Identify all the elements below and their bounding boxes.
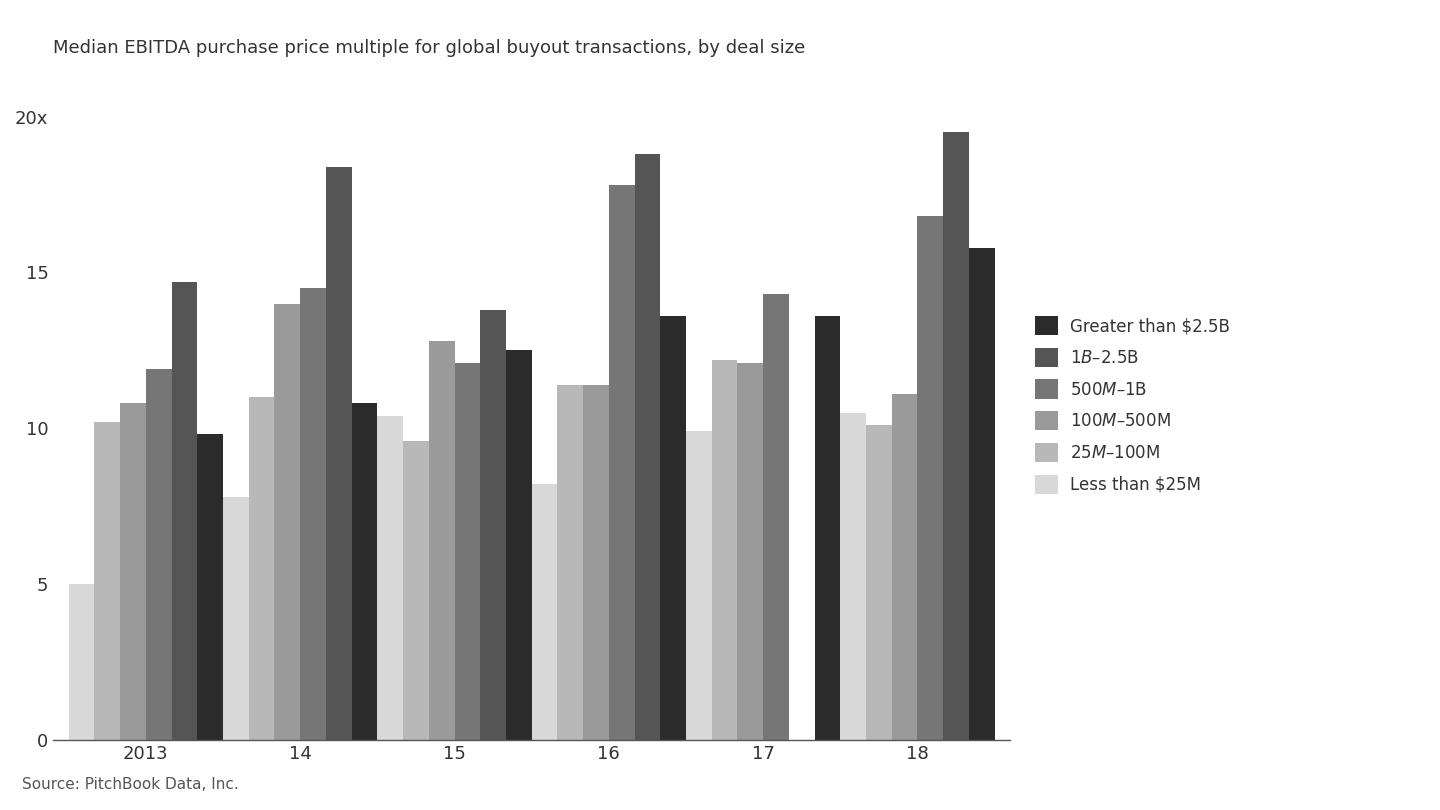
Bar [197,434,223,740]
Text: Source: PitchBook Data, Inc.: Source: PitchBook Data, Inc. [22,777,239,792]
Bar [711,360,737,740]
Text: Median EBITDA purchase price multiple for global buyout transactions, by deal si: Median EBITDA purchase price multiple fo… [53,40,805,58]
Bar [943,132,969,740]
Bar [583,385,609,740]
Bar [531,484,557,740]
Bar [120,403,145,740]
Bar [505,351,531,740]
Bar [69,584,95,740]
Bar [969,248,995,740]
Bar [145,369,171,740]
Bar [351,403,377,740]
Bar [557,385,583,740]
Bar [891,394,917,740]
Bar [275,304,300,740]
Bar [249,397,275,740]
Bar [171,282,197,740]
Bar [609,185,635,740]
Bar [635,154,661,740]
Bar [325,167,351,740]
Bar [763,294,789,740]
Bar [377,416,403,740]
Bar [403,441,429,740]
Bar [815,316,841,740]
Legend: Greater than $2.5B, $1B–$2.5B, $500M–$1B, $100M–$500M, $25M–$100M, Less than $25: Greater than $2.5B, $1B–$2.5B, $500M–$1B… [1028,309,1236,501]
Bar [223,497,249,740]
Bar [685,432,711,740]
Bar [300,288,325,740]
Bar [841,412,865,740]
Bar [737,363,763,740]
Bar [661,316,685,740]
Bar [865,425,891,740]
Bar [455,363,480,740]
Bar [917,216,943,740]
Bar [95,422,120,740]
Bar [480,310,505,740]
Bar [429,341,455,740]
